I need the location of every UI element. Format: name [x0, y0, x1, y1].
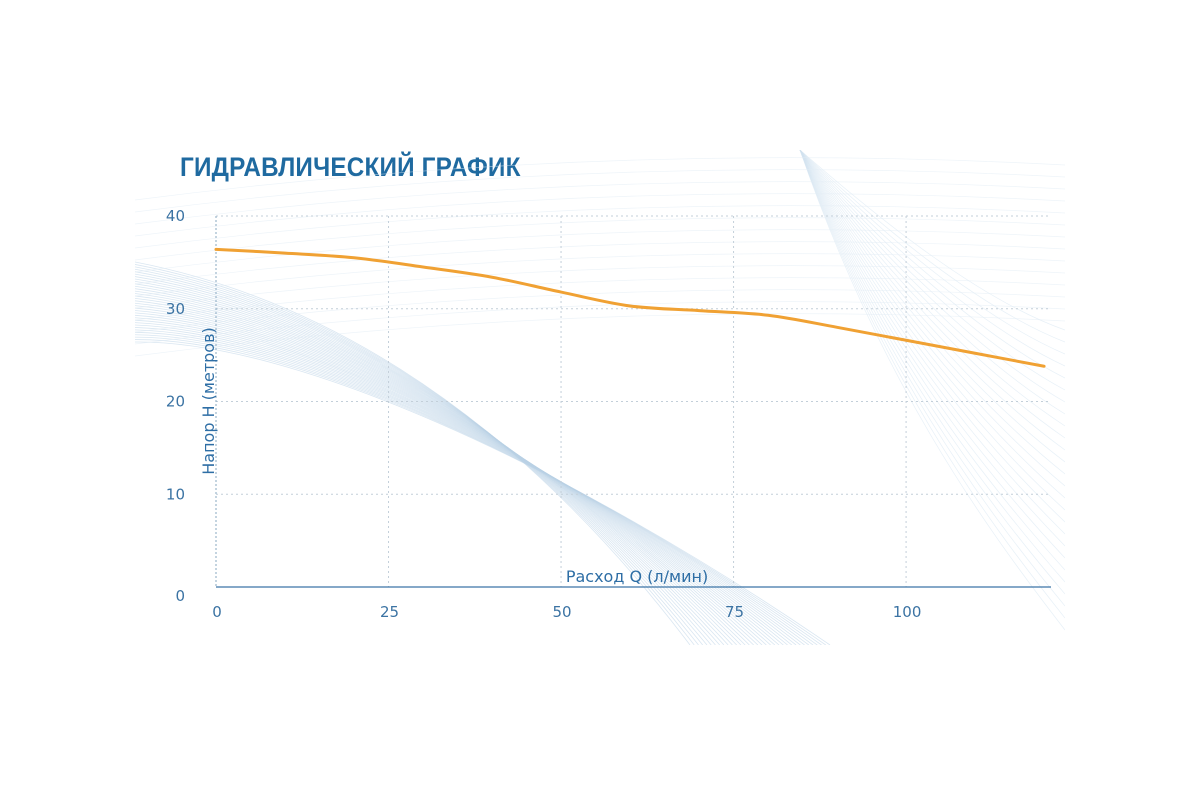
axes [215, 216, 1051, 588]
series-line-0 [214, 247, 1046, 368]
x-tick-label-25: 25 [380, 603, 399, 621]
y-axis-label: Напор H (метров) [199, 327, 218, 475]
x-axis-label: Расход Q (л/мин) [566, 567, 708, 586]
background-wave-lines [135, 150, 1065, 645]
x-tick-label-100: 100 [893, 603, 922, 621]
grid [216, 215, 1051, 587]
y-tick-label-30: 30 [166, 300, 185, 318]
x-tick-label-50: 50 [552, 603, 571, 621]
y-tick-label-40: 40 [166, 207, 185, 225]
x-tick-label-75: 75 [725, 603, 744, 621]
y-tick-label-10: 10 [166, 485, 185, 503]
y-tick-label-20: 20 [166, 393, 185, 411]
x-tick-label-0: 0 [212, 603, 222, 621]
tick-labels: 0 10 20 30 40 0 25 50 75 100 [166, 207, 921, 621]
y-tick-label-0: 0 [175, 587, 185, 605]
series-layer [214, 247, 1046, 368]
